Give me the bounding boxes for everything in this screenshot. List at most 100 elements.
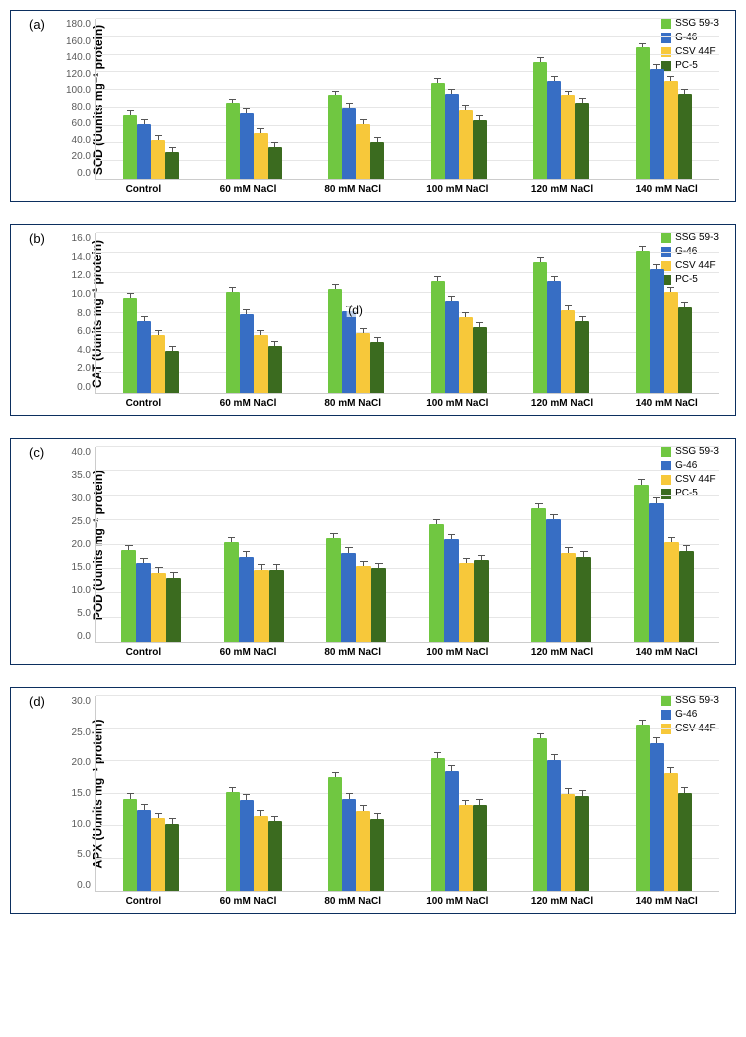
bar-group bbox=[123, 799, 179, 891]
error-cap bbox=[639, 720, 646, 721]
error-cap bbox=[169, 346, 176, 347]
bar-g46 bbox=[136, 563, 151, 642]
x-tick-label: 140 mM NaCl bbox=[614, 647, 719, 658]
error-bar bbox=[671, 537, 672, 542]
chart-panel-d: (d)SSG 59-3G-46CSV 44FAPX (Uunits mg⁻¹ p… bbox=[10, 687, 736, 914]
y-tick-label: 4.0 bbox=[77, 345, 91, 356]
bar-pc5 bbox=[269, 570, 284, 642]
bar-ssg bbox=[123, 298, 137, 393]
error-bar bbox=[582, 316, 583, 321]
bar-group bbox=[531, 508, 591, 642]
bar-csv bbox=[664, 81, 678, 179]
error-cap bbox=[667, 76, 674, 77]
error-bar bbox=[686, 546, 687, 551]
bar-pc5 bbox=[678, 94, 692, 179]
error-bar bbox=[143, 558, 144, 563]
bar-g46 bbox=[444, 539, 459, 642]
bar-g46 bbox=[650, 69, 664, 179]
y-tick-label: 30.0 bbox=[72, 696, 91, 707]
error-cap bbox=[374, 137, 381, 138]
bar-group bbox=[533, 62, 589, 179]
error-bar bbox=[260, 330, 261, 335]
y-tick-label: 6.0 bbox=[77, 326, 91, 337]
x-axis-labels: Control60 mM NaCl80 mM NaCl100 mM NaCl12… bbox=[91, 647, 719, 658]
bar-group bbox=[636, 725, 692, 891]
error-bar bbox=[437, 276, 438, 281]
error-cap bbox=[681, 302, 688, 303]
error-bar bbox=[261, 565, 262, 570]
error-bar bbox=[466, 558, 467, 563]
x-tick-label: 60 mM NaCl bbox=[196, 896, 301, 907]
error-bar bbox=[582, 791, 583, 796]
bar-pc5 bbox=[370, 819, 384, 891]
bar-groups bbox=[96, 447, 719, 642]
error-cap bbox=[155, 330, 162, 331]
plot-area: (d) bbox=[95, 233, 719, 394]
plot-area bbox=[95, 696, 719, 892]
error-bar bbox=[144, 119, 145, 123]
error-bar bbox=[451, 534, 452, 539]
error-bar bbox=[538, 503, 539, 508]
error-bar bbox=[554, 77, 555, 81]
error-bar bbox=[363, 806, 364, 811]
error-cap bbox=[374, 813, 381, 814]
bar-g46 bbox=[445, 771, 459, 891]
error-cap bbox=[537, 257, 544, 258]
error-cap bbox=[155, 135, 162, 136]
bar-ssg bbox=[636, 251, 650, 393]
chart-area: CAT (Uunits mg⁻¹ protein)16.014.012.010.… bbox=[61, 233, 719, 394]
error-bar bbox=[158, 813, 159, 818]
bar-csv bbox=[561, 310, 575, 393]
bar-pc5 bbox=[473, 805, 487, 891]
error-bar bbox=[553, 514, 554, 519]
error-cap bbox=[360, 805, 367, 806]
bar-pc5 bbox=[576, 557, 591, 642]
bar-pc5 bbox=[473, 327, 487, 393]
error-cap bbox=[462, 312, 469, 313]
x-tick-label: 80 mM NaCl bbox=[300, 647, 405, 658]
bar-g46 bbox=[445, 94, 459, 179]
error-cap bbox=[639, 43, 646, 44]
y-axis: 40.035.030.025.020.015.010.05.00.0 bbox=[61, 447, 95, 642]
error-cap bbox=[448, 89, 455, 90]
bar-group bbox=[636, 251, 692, 393]
y-tick-label: 20.0 bbox=[72, 757, 91, 768]
bar-pc5 bbox=[473, 120, 487, 179]
error-cap bbox=[257, 128, 264, 129]
bar-csv bbox=[151, 818, 165, 891]
error-cap bbox=[243, 108, 250, 109]
error-bar bbox=[642, 246, 643, 251]
bar-group bbox=[123, 115, 179, 179]
bar-group bbox=[328, 95, 384, 179]
error-bar bbox=[540, 257, 541, 262]
error-cap bbox=[537, 733, 544, 734]
bar-ssg bbox=[431, 281, 445, 393]
error-cap bbox=[565, 547, 573, 548]
error-cap bbox=[579, 98, 586, 99]
error-bar bbox=[130, 111, 131, 115]
bar-g46 bbox=[137, 321, 151, 393]
y-tick-label: 15.0 bbox=[72, 788, 91, 799]
bar-ssg bbox=[226, 103, 240, 179]
error-cap bbox=[681, 787, 688, 788]
error-cap bbox=[155, 567, 163, 568]
bar-group bbox=[431, 83, 487, 179]
bar-g46 bbox=[547, 760, 561, 891]
x-tick-label: 100 mM NaCl bbox=[405, 184, 510, 195]
error-bar bbox=[246, 795, 247, 800]
error-bar bbox=[642, 43, 643, 47]
bar-ssg bbox=[226, 292, 240, 393]
error-cap bbox=[141, 316, 148, 317]
error-cap bbox=[127, 793, 134, 794]
y-tick-label: 0.0 bbox=[77, 168, 91, 179]
error-bar bbox=[568, 788, 569, 793]
bar-g46 bbox=[239, 557, 254, 642]
bar-csv bbox=[254, 816, 268, 891]
error-cap bbox=[462, 800, 469, 801]
error-bar bbox=[670, 77, 671, 81]
error-bar bbox=[335, 91, 336, 95]
error-bar bbox=[231, 537, 232, 542]
y-tick-label: 30.0 bbox=[72, 493, 91, 504]
error-bar bbox=[173, 573, 174, 578]
error-cap bbox=[639, 246, 646, 247]
